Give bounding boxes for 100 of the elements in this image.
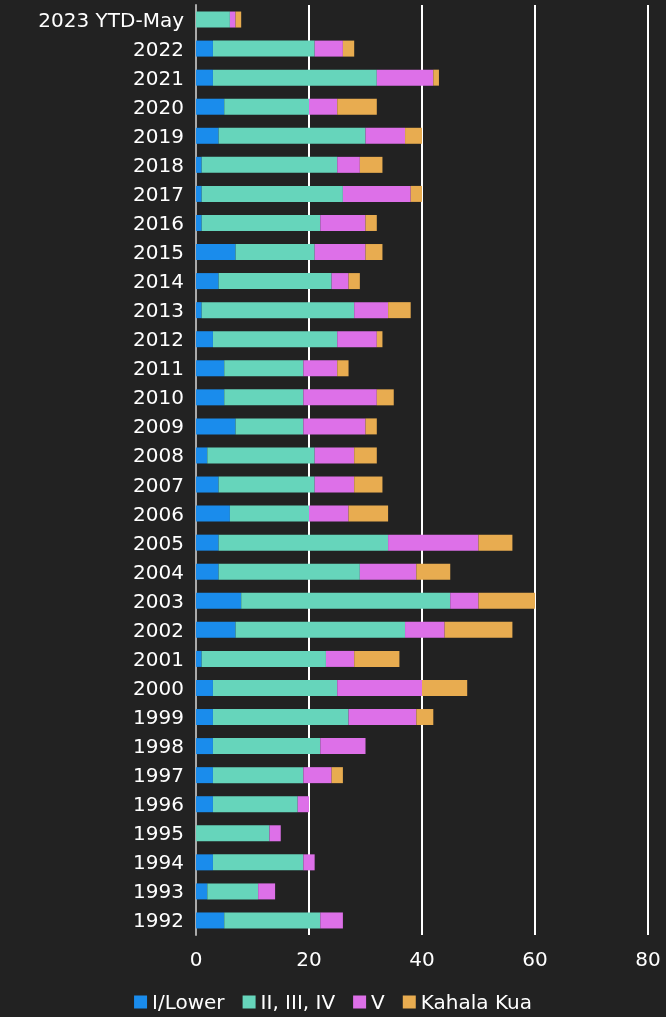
y-tick-label: 2008 (133, 443, 184, 468)
bar (218, 476, 315, 493)
bar (196, 447, 208, 464)
bar (212, 69, 377, 86)
y-tick-label: 2017 (133, 181, 184, 206)
bar (201, 650, 326, 667)
bar (218, 534, 389, 551)
y-tick-label: 2019 (133, 123, 184, 148)
bar (258, 883, 276, 900)
bar (241, 592, 451, 609)
bar (196, 854, 213, 871)
bar (212, 709, 349, 726)
bar (354, 302, 389, 319)
bar (422, 679, 468, 696)
bar (196, 418, 236, 435)
bar (331, 273, 349, 290)
bar (196, 534, 219, 551)
bar (207, 883, 259, 900)
bar (337, 331, 377, 348)
bar (196, 796, 213, 813)
bar (196, 563, 219, 580)
bar (303, 389, 377, 406)
bar (365, 418, 377, 435)
y-tick-label: 1993 (133, 879, 184, 904)
y-tick-label: 2023 YTD-May (38, 7, 185, 32)
bar (444, 621, 513, 638)
bar (196, 98, 225, 115)
y-tick-label: 2007 (133, 472, 184, 497)
bar (433, 69, 439, 86)
bar (196, 883, 208, 900)
bar (229, 11, 236, 28)
y-tick-label: 2000 (133, 675, 184, 700)
bar (196, 156, 202, 173)
x-tick-label: 80 (635, 947, 661, 971)
bar (201, 185, 343, 202)
bar (405, 621, 445, 638)
bar (212, 679, 338, 696)
bar (224, 98, 309, 115)
bar (320, 738, 366, 755)
y-tick-label: 2022 (133, 36, 184, 61)
bar (201, 156, 338, 173)
legend-label: II, III, IV (260, 990, 336, 1014)
legend-label: I/Lower (152, 990, 226, 1014)
bar (348, 273, 360, 290)
bar (303, 854, 315, 871)
bar (196, 825, 270, 842)
bar (218, 127, 366, 144)
y-tick-label: 2014 (133, 269, 184, 294)
bar (212, 854, 304, 871)
bar (376, 389, 394, 406)
bar (405, 127, 422, 144)
x-tick-label: 20 (296, 947, 322, 971)
bar (196, 11, 230, 28)
bar (416, 563, 451, 580)
bar (388, 534, 479, 551)
bar (410, 185, 422, 202)
y-tick-label: 2011 (133, 356, 184, 381)
bar (337, 679, 422, 696)
y-tick-label: 1992 (133, 908, 184, 933)
bar (314, 40, 343, 57)
bar (297, 796, 309, 813)
y-tick-label: 1994 (133, 850, 184, 875)
y-tick-label: 2002 (133, 617, 184, 642)
bar (218, 273, 332, 290)
x-tick-label: 40 (409, 947, 435, 971)
bar (212, 331, 338, 348)
bar (196, 621, 236, 638)
y-tick-label: 2010 (133, 385, 184, 410)
y-tick-label: 2005 (133, 530, 184, 555)
y-tick-label: 1998 (133, 734, 184, 759)
bar (196, 679, 213, 696)
bar (196, 650, 202, 667)
bar (212, 767, 304, 784)
y-tick-label: 2018 (133, 152, 184, 177)
bar (235, 621, 406, 638)
legend-label: V (371, 990, 386, 1014)
bar (207, 447, 315, 464)
y-tick-label: 1997 (133, 763, 184, 788)
bar (224, 912, 321, 929)
bar (325, 650, 355, 667)
bar (365, 244, 383, 261)
bar (388, 302, 411, 319)
bar (196, 273, 219, 290)
bar (337, 156, 360, 173)
bar (342, 40, 355, 57)
bar (196, 127, 219, 144)
bar (196, 767, 213, 784)
bar (320, 214, 366, 231)
bar (229, 505, 309, 522)
bar (303, 767, 332, 784)
bar (196, 389, 225, 406)
bar (218, 563, 360, 580)
y-tick-label: 1999 (133, 705, 184, 730)
bar (196, 505, 230, 522)
y-tick-label: 2013 (133, 298, 184, 323)
x-tick-label: 60 (522, 947, 548, 971)
x-tick-label: 0 (189, 947, 203, 971)
y-tick-label: 2003 (133, 588, 184, 613)
bar (337, 98, 377, 115)
bar (348, 709, 417, 726)
